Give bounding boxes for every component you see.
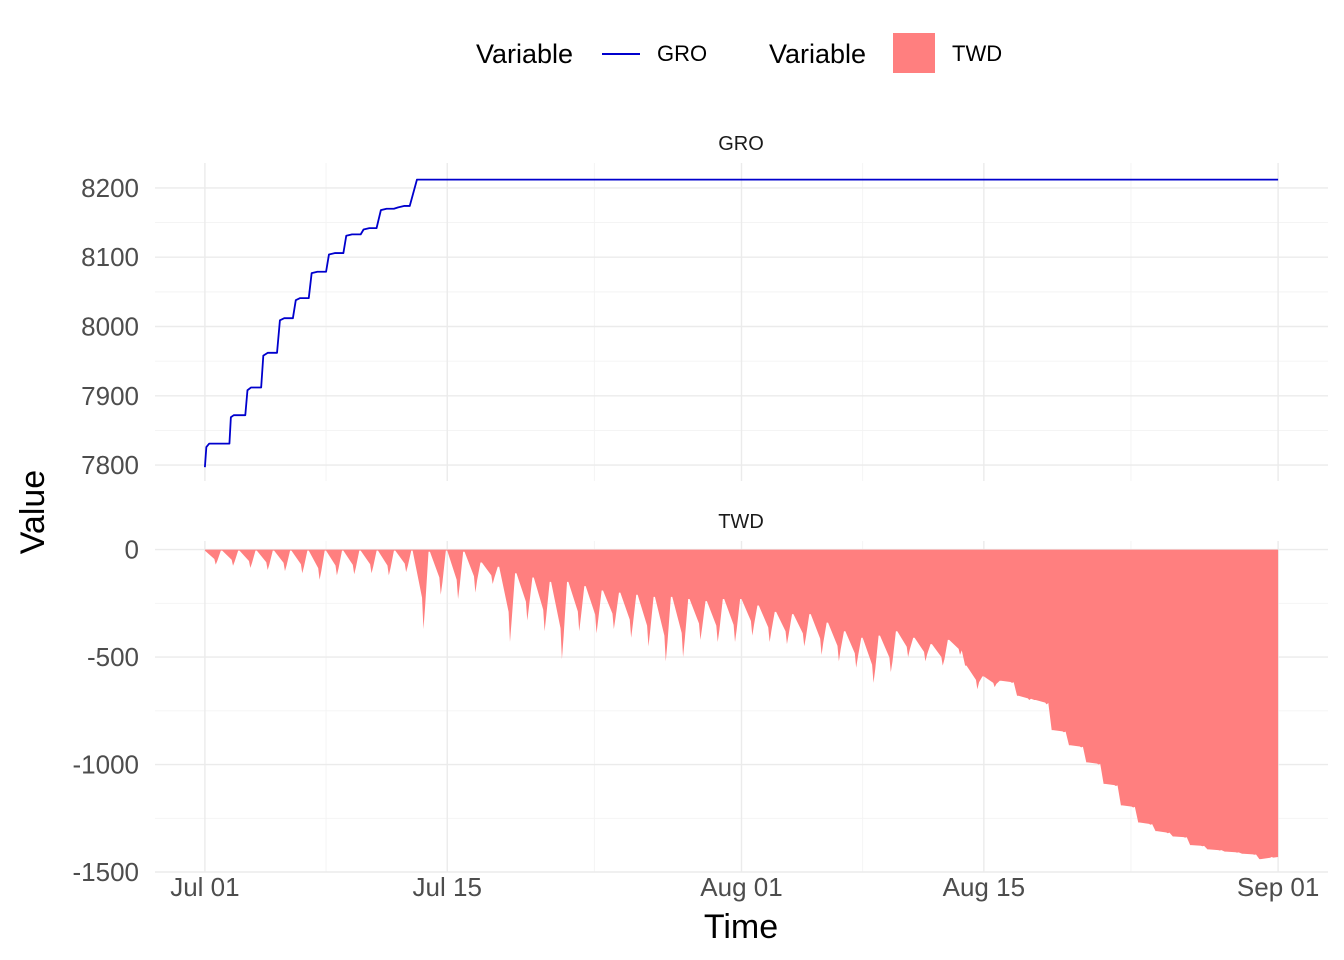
x-tick-label: Sep 01 [1237, 872, 1319, 902]
panel-twd: 0 -500 -1000 -1500 [73, 535, 1328, 887]
legend-label-gro: GRO [657, 41, 707, 66]
legend-label-twd: TWD [952, 41, 1002, 66]
x-tick-label: Aug 01 [700, 872, 782, 902]
y-tick-label: -500 [87, 642, 139, 672]
x-axis-ticks: Jul 01 Jul 15 Aug 01 Aug 15 Sep 01 [170, 872, 1319, 902]
x-axis-title: Time [704, 908, 778, 946]
y-tick-label: 7800 [81, 450, 139, 480]
legend-title-gro: Variable [476, 39, 573, 69]
legend-key-twd-fill [893, 33, 935, 73]
strip-label-twd: TWD [718, 511, 764, 533]
y-tick-label: 7900 [81, 381, 139, 411]
y-tick-label: 8100 [81, 242, 139, 272]
y-axis-title: Value [14, 470, 52, 554]
strip-label-gro: GRO [718, 133, 764, 155]
series-line-gro [204, 178, 1279, 468]
x-tick-label: Jul 15 [413, 872, 482, 902]
x-tick-label: Aug 15 [943, 872, 1025, 902]
panel-gro: 7800 7900 8000 8100 8200 [81, 163, 1328, 481]
y-tick-label: 8000 [81, 312, 139, 342]
legend-title-twd: Variable [769, 39, 866, 69]
y-tick-label: -1500 [73, 857, 140, 887]
y-tick-label: 0 [125, 535, 139, 565]
y-tick-label: 8200 [81, 173, 139, 203]
x-tick-label: Jul 01 [170, 872, 239, 902]
y-tick-label: -1000 [73, 750, 140, 780]
series-area-twd [204, 549, 1279, 860]
legend: Variable GRO Variable TWD [476, 33, 1002, 73]
